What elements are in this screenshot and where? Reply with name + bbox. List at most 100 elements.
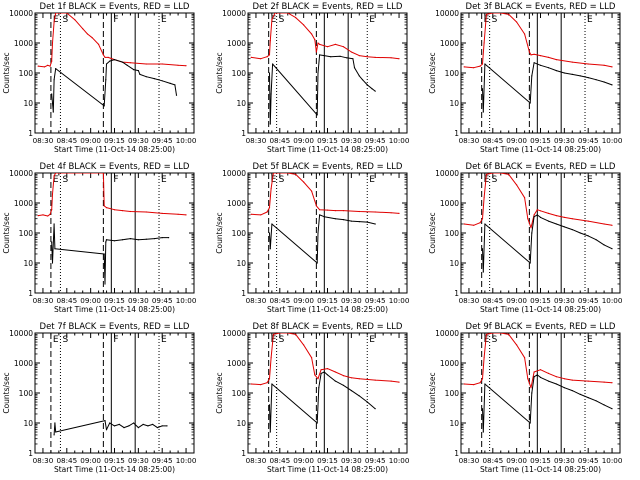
events-point [603, 404, 605, 406]
x-axis-label: Start Time (11-Oct-14 08:25:00) [54, 145, 175, 154]
lld-point [555, 59, 558, 61]
lld-point [317, 42, 319, 44]
lld-point [315, 205, 317, 207]
lld-point [311, 190, 313, 192]
lld-point [272, 333, 274, 335]
detector-panel: Det 8f BLACK = Events, RED = LLD 1 10 100 10… [215, 322, 410, 474]
time-marker-label: S [279, 15, 285, 25]
y-tick-label: 10000 [435, 329, 459, 338]
events-point [563, 72, 566, 74]
lld-point [611, 66, 613, 68]
x-axis-label: Start Time (11-Oct-14 08:25:00) [54, 305, 175, 314]
x-tick-label: 09:00 [506, 136, 527, 145]
events-point [482, 431, 484, 433]
events-point [371, 88, 373, 90]
lld-point [271, 19, 273, 21]
lld-point [492, 173, 494, 174]
lld-point [571, 379, 573, 381]
x-tick-label: 08:45 [56, 456, 77, 465]
events-point [611, 408, 613, 410]
events-point [529, 262, 531, 264]
y-axis: 1 10 100 1000 10000 [222, 9, 407, 138]
chart-title: Det 7f BLACK = Events, RED = LLD [40, 322, 190, 332]
chart-title: Det 3f BLACK = Events, RED = LLD [466, 2, 616, 12]
y-tick-label: 10 [23, 419, 33, 428]
lld-point [366, 56, 368, 58]
lld-point [473, 67, 475, 69]
events-point [54, 422, 56, 424]
series-group [463, 13, 613, 113]
y-tick-label: 100 [19, 69, 34, 78]
lld-series-line [38, 13, 187, 68]
x-tick-label: 10:00 [176, 456, 197, 465]
lld-point [603, 381, 605, 383]
x-tick-label: 08:45 [56, 296, 77, 305]
lld-point [536, 209, 538, 211]
time-marker-label: E [587, 335, 593, 345]
x-tick-label: 08:30 [459, 296, 480, 305]
events-point [595, 400, 597, 402]
lld-point [555, 376, 558, 378]
y-tick-label: 1 [454, 289, 459, 298]
lld-point [500, 13, 502, 14]
lld-point [145, 211, 147, 213]
lld-point [250, 213, 252, 215]
x-tick-label: 08:45 [269, 136, 290, 145]
events-point [611, 248, 613, 250]
x-tick-label: 09:00 [80, 136, 101, 145]
lld-point [314, 39, 316, 41]
x-tick-label: 09:00 [506, 296, 527, 305]
lld-point [473, 384, 475, 386]
time-marker-label: E [53, 175, 59, 185]
lld-point [473, 224, 475, 226]
lld-point [516, 344, 518, 346]
events-point [533, 62, 535, 64]
time-marker-label: E [53, 15, 59, 25]
y-tick-label: 1000 [14, 199, 33, 208]
events-point [118, 423, 120, 425]
x-tick-label: 09:30 [554, 136, 575, 145]
events-point [366, 401, 368, 403]
events-point [563, 226, 566, 228]
events-point [587, 397, 589, 399]
chart-title: Det 5f BLACK = Events, RED = LLD [253, 162, 403, 172]
lld-point [59, 13, 61, 14]
y-tick-label: 1000 [440, 39, 459, 48]
lld-point [266, 382, 268, 384]
events-point [334, 380, 336, 382]
lld-point [287, 173, 289, 174]
lld-point [571, 218, 573, 220]
lld-point [161, 63, 163, 65]
events-point [168, 237, 170, 239]
events-point [603, 81, 605, 83]
lld-point [42, 214, 44, 216]
x-tick-label: 09:15 [317, 296, 338, 305]
time-marker-label: E [271, 335, 277, 345]
events-point [161, 237, 163, 239]
lld-point [524, 33, 526, 35]
time-marker-label: E [484, 335, 490, 345]
lld-point [295, 173, 297, 175]
events-point [133, 422, 135, 424]
y-tick-label: 1000 [14, 39, 33, 48]
events-point [161, 80, 163, 82]
events-point [547, 67, 550, 69]
x-tick-label: 09:15 [104, 296, 125, 305]
events-point [123, 427, 125, 429]
x-axis-label: Start Time (11-Oct-14 08:25:00) [267, 465, 388, 474]
lld-point [516, 21, 518, 23]
events-point [603, 244, 605, 246]
lld-point [539, 210, 542, 212]
x-tick-label: 09:30 [341, 136, 362, 145]
events-point [105, 63, 108, 65]
lld-point [250, 383, 252, 385]
events-point [579, 75, 581, 77]
y-tick-label: 100 [19, 389, 34, 398]
events-point [271, 223, 273, 225]
events-point [323, 371, 325, 373]
events-point [53, 79, 55, 81]
detector-panel: Det 3f BLACK = Events, RED = LLD 1 10 100 10… [428, 2, 623, 154]
lld-point [102, 54, 104, 56]
